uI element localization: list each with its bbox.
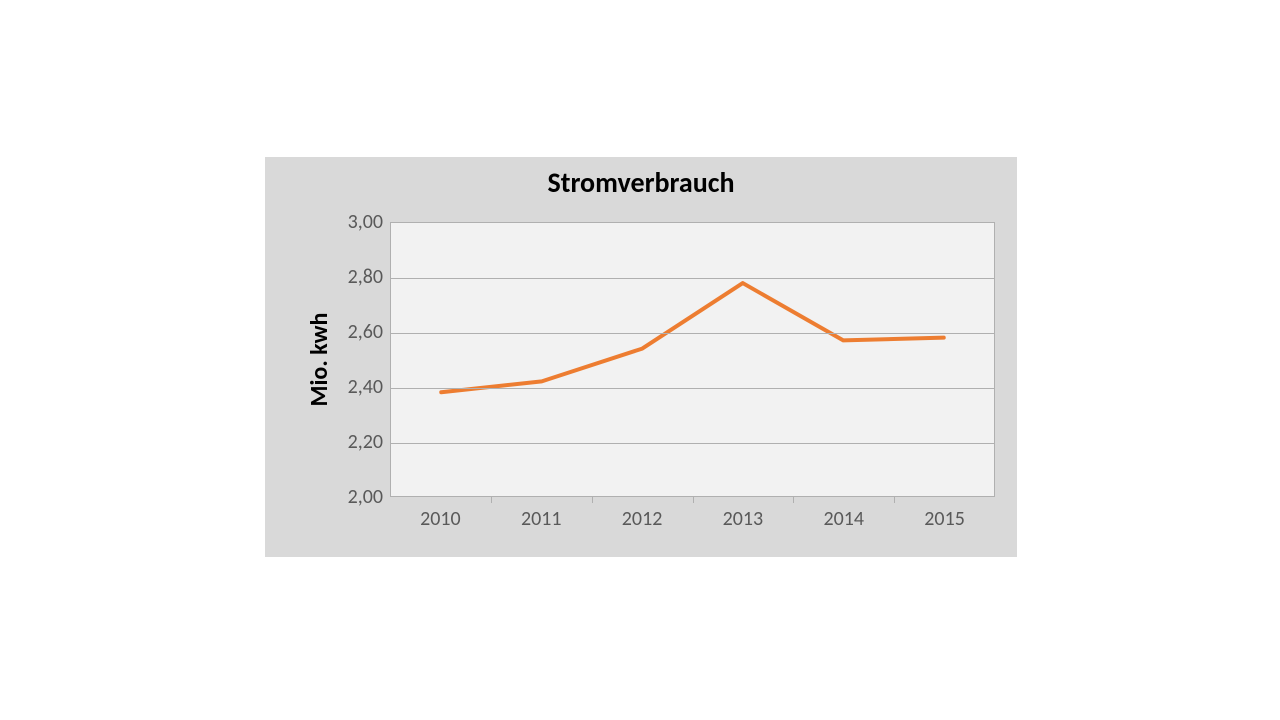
- gridline: [391, 333, 994, 334]
- line-series: [391, 223, 994, 496]
- y-tick-label: 2,20: [328, 430, 383, 454]
- y-tick-label: 3,00: [328, 210, 383, 234]
- x-tick-mark: [894, 497, 895, 503]
- x-tick-label: 2011: [491, 507, 592, 531]
- x-tick-mark: [491, 497, 492, 503]
- y-tick-label: 2,40: [328, 375, 383, 399]
- x-tick-label: 2012: [592, 507, 693, 531]
- x-tick-label: 2015: [894, 507, 995, 531]
- chart-title: Stromverbrauch: [265, 165, 1017, 200]
- x-tick-label: 2010: [390, 507, 491, 531]
- x-tick-mark: [793, 497, 794, 503]
- x-tick-label: 2014: [793, 507, 894, 531]
- y-axis-title: Mio. kwh: [305, 222, 334, 497]
- plot-area: [390, 222, 995, 497]
- gridline: [391, 388, 994, 389]
- x-tick-label: 2013: [693, 507, 794, 531]
- x-tick-mark: [592, 497, 593, 503]
- gridline: [391, 278, 994, 279]
- y-tick-label: 2,80: [328, 265, 383, 289]
- x-tick-mark: [693, 497, 694, 503]
- y-tick-label: 2,60: [328, 320, 383, 344]
- y-tick-label: 2,00: [328, 485, 383, 509]
- gridline: [391, 443, 994, 444]
- chart-container: Stromverbrauch Mio. kwh 2,00 2,20 2,40 2,60…: [265, 157, 1017, 557]
